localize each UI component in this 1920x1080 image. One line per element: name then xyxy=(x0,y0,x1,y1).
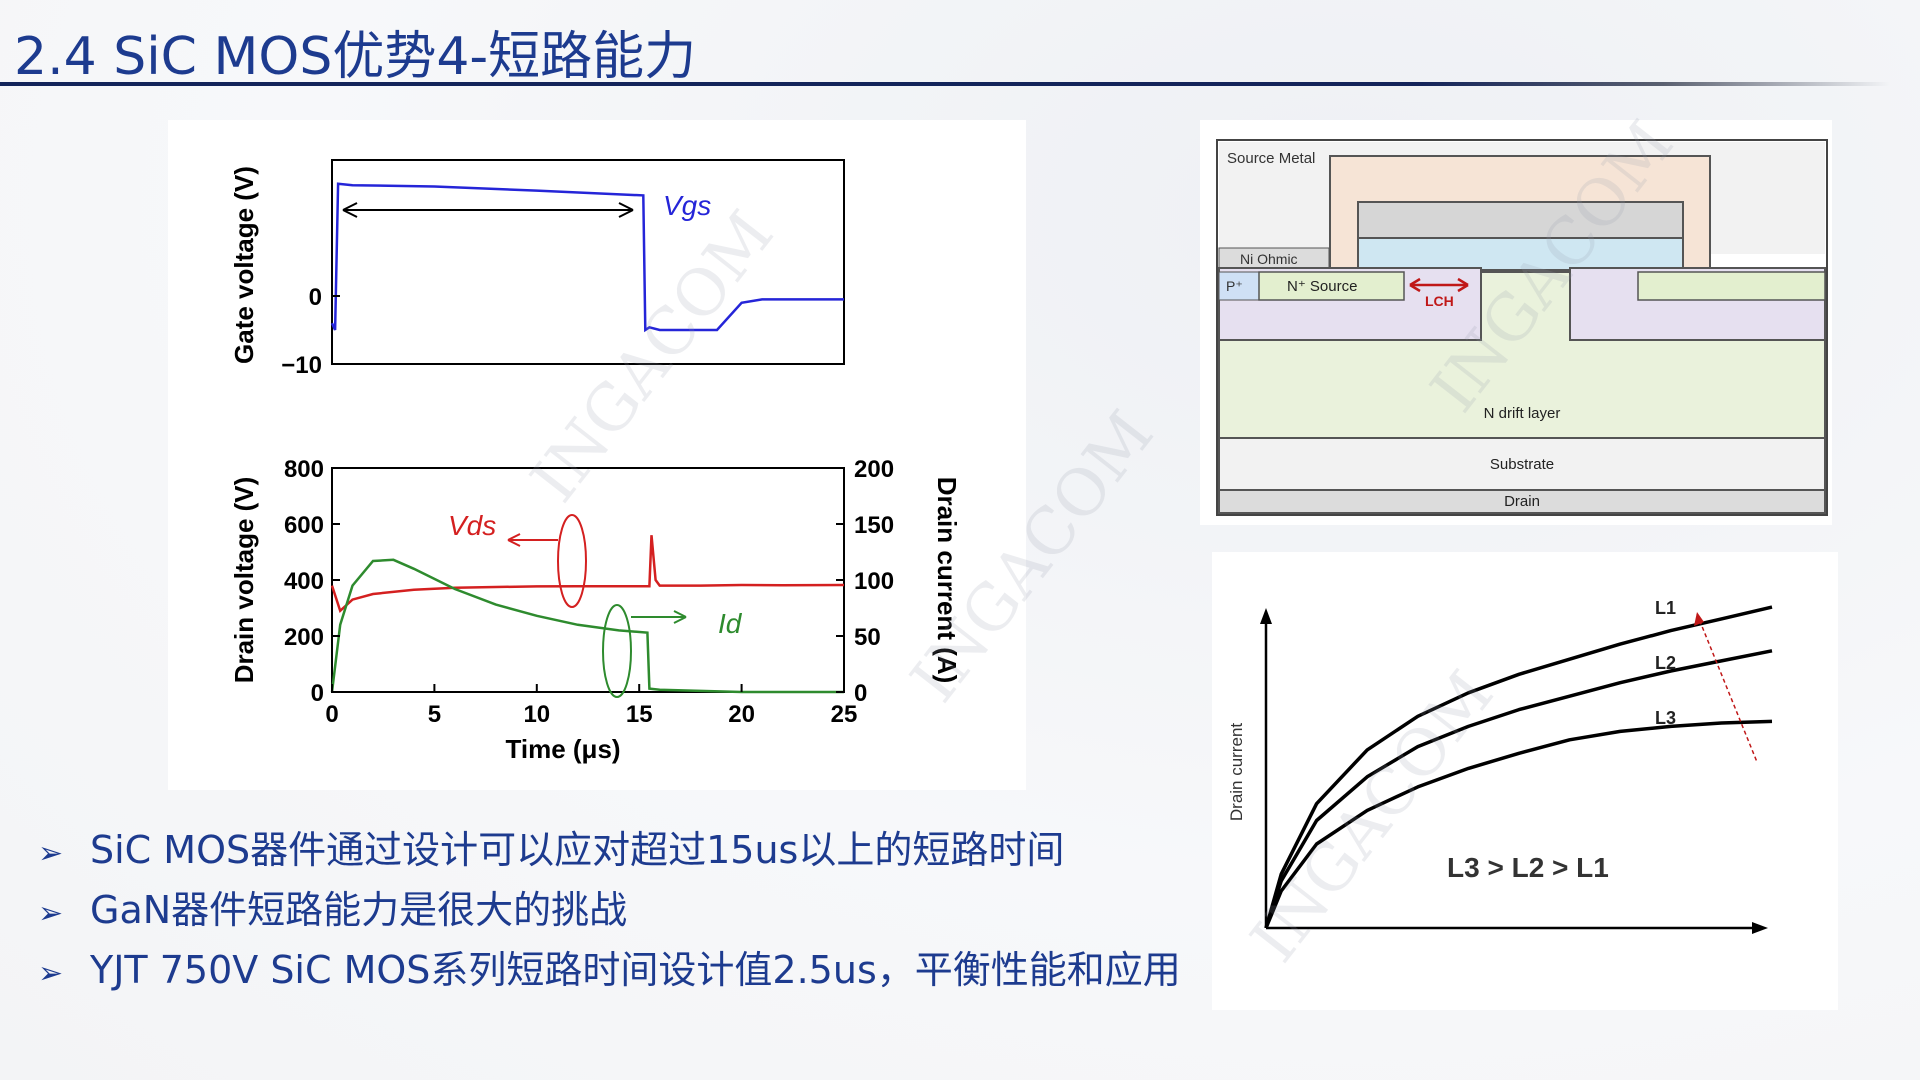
gate-voltage-chart: 0 −10 Gate voltage (V) Vgs xyxy=(229,159,845,379)
bullet-item: ➢ YJT 750V SiC MOS系列短路时间设计值2.5us，平衡性能和应用 xyxy=(38,940,1181,1000)
current-ytick-label: 100 xyxy=(854,568,894,595)
time-xtick-label: 15 xyxy=(626,701,653,728)
bullet-item: ➢ SiC MOS器件通过设计可以应对超过15us以上的短路时间 xyxy=(38,820,1181,880)
drain-chart: 0 200 400 600 800 0 50 100 150 200 0 5 10 15 20 25 Drai… xyxy=(229,456,962,764)
gate-tick-layer: 0 −10 xyxy=(281,284,340,379)
slide-title: 2.4 SiC MOS优势4-短路能力 xyxy=(14,27,697,87)
time-xtick-label: 0 xyxy=(325,701,338,728)
drain-current-ylabel: Drain current (A) xyxy=(932,477,962,684)
inductance-relation-label: L3 > L2 > L1 xyxy=(1447,852,1609,883)
trend-arrowhead xyxy=(1694,612,1704,626)
vds-arrowhead xyxy=(507,533,521,547)
current-ytick-label: 200 xyxy=(854,456,894,483)
gate-series-layer xyxy=(330,182,844,333)
gate-dielectric xyxy=(1357,237,1684,271)
drain-tick-layer: 0 200 400 600 800 0 50 100 150 200 0 5 10 15 20 25 xyxy=(284,456,894,728)
bullet-text: YJT 750V SiC MOS系列短路时间设计值2.5us，平衡性能和应用 xyxy=(90,948,1181,992)
time-xtick-label: 10 xyxy=(523,701,550,728)
gate-plot-frame xyxy=(331,159,845,365)
bullet-text: GaN器件短路能力是很大的挑战 xyxy=(90,888,628,932)
inductance-chart: Drain current L1 L2 L3 L3 > L2 > L1 xyxy=(1227,598,1773,934)
n-source-right xyxy=(1637,271,1826,301)
inductance-series-layer xyxy=(1264,605,1773,929)
substrate-label: Substrate xyxy=(1490,456,1554,473)
legend-l3: L3 xyxy=(1655,708,1676,728)
bullet-item: ➢ GaN器件短路能力是很大的挑战 xyxy=(38,880,1181,940)
id-arrowhead xyxy=(673,610,687,624)
n-drift-label: N drift layer xyxy=(1484,405,1561,422)
drain-voltage-ylabel: Drain voltage (V) xyxy=(229,477,259,684)
time-xlabel: Time (μs) xyxy=(505,734,620,764)
trend-dashed-arrow xyxy=(1696,613,1758,763)
x-axis-arrowhead xyxy=(1752,922,1768,934)
drain-ytick-label: 0 xyxy=(311,680,324,707)
drain-current-axis-label: Drain current xyxy=(1227,723,1246,822)
drain-plot-frame xyxy=(331,467,845,693)
mosfet-structure-panel: Source Metal Ni Ohmic P⁺ N⁺ Source LCH N… xyxy=(1200,120,1832,525)
drain-ytick-label: 800 xyxy=(284,456,324,483)
time-xtick-label: 25 xyxy=(831,701,858,728)
legend-l1: L1 xyxy=(1655,598,1676,618)
mosfet-cross-section-diagram: Source Metal Ni Ohmic P⁺ N⁺ Source LCH N… xyxy=(1216,139,1828,516)
current-ytick-label: 50 xyxy=(854,624,881,651)
n-source-region xyxy=(1258,271,1405,301)
title-underline xyxy=(0,82,1890,86)
bullet-text: SiC MOS器件通过设计可以应对超过15us以上的短路时间 xyxy=(90,828,1065,872)
gate-ytick-label: 0 xyxy=(309,284,322,311)
vds-ellipse xyxy=(557,514,587,608)
p-plus-label: P⁺ xyxy=(1226,278,1243,294)
current-ytick-label: 150 xyxy=(854,512,894,539)
gate-ylabel: Gate voltage (V) xyxy=(229,166,259,364)
drain-ytick-label: 600 xyxy=(284,512,324,539)
series-vgs xyxy=(330,182,844,333)
substrate-region xyxy=(1218,437,1826,491)
series-l3 xyxy=(1264,719,1773,929)
gate-ytick-label: −10 xyxy=(281,352,322,379)
id-label: Id xyxy=(718,608,743,639)
lch-arrowheads xyxy=(1409,277,1469,293)
waveform-figure: 0−10 Gate voltage (V) Vgs 02004006008000… xyxy=(229,159,962,764)
time-xtick-label: 5 xyxy=(428,701,441,728)
ni-ohmic-label: Ni Ohmic xyxy=(1240,251,1298,267)
gate-electrode xyxy=(1357,201,1684,239)
series-l1 xyxy=(1264,605,1773,929)
series-l2 xyxy=(1264,649,1773,929)
series-id xyxy=(330,558,844,694)
bullet-list: ➢ SiC MOS器件通过设计可以应对超过15us以上的短路时间 ➢ GaN器件短路… xyxy=(38,820,1181,1000)
source-metal-label: Source Metal xyxy=(1227,150,1315,167)
drain-series-layer xyxy=(330,535,845,694)
bullet-arrow-icon: ➢ xyxy=(38,836,64,871)
legend-l2: L2 xyxy=(1655,653,1676,673)
drain-region xyxy=(1218,489,1826,514)
waveform-panel: 0 −10 Gate voltage (V) Vgs 0 200 400 600 800 0… xyxy=(168,120,1026,790)
time-xtick-label: 20 xyxy=(728,701,755,728)
drain-ytick-label: 400 xyxy=(284,568,324,595)
series-vds xyxy=(330,535,845,614)
bullet-arrow-icon: ➢ xyxy=(38,896,64,931)
n-source-label: N⁺ Source xyxy=(1287,278,1357,295)
bullet-arrow-icon: ➢ xyxy=(38,956,64,991)
drain-ytick-label: 200 xyxy=(284,624,324,651)
p-plus-region xyxy=(1218,271,1260,301)
inductance-chart-panel: Drain current L1 L2 L3 L3 > L2 > L1 xyxy=(1212,552,1838,1010)
drain-label: Drain xyxy=(1504,493,1540,510)
y-axis-arrowhead xyxy=(1260,608,1272,624)
current-ytick-label: 0 xyxy=(854,680,867,707)
vgs-label: Vgs xyxy=(663,190,711,221)
id-ellipse xyxy=(602,604,632,698)
lch-label: LCH xyxy=(1425,293,1454,309)
gate-arrowheads xyxy=(342,202,634,218)
vds-label: Vds xyxy=(448,510,496,541)
